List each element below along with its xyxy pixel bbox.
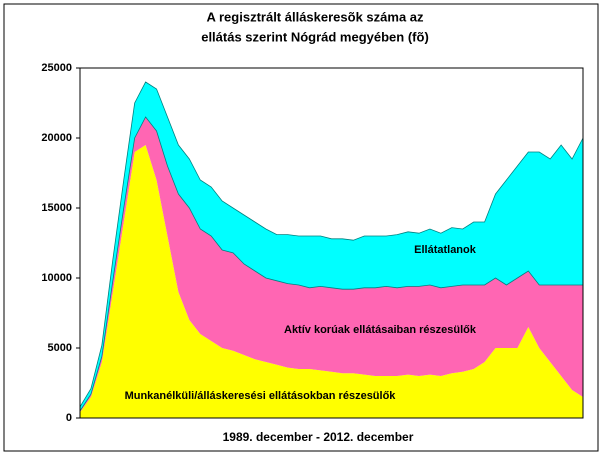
area [80, 117, 583, 413]
chart-title: A regisztrált álláskeresõk száma az [206, 9, 424, 24]
y-tick-label: 10000 [41, 272, 72, 284]
series-label: Ellátatlanok [414, 244, 477, 256]
plot-frame [79, 67, 584, 419]
series-label: Aktív korúak ellátásaiban részesülők [284, 324, 477, 336]
x-axis-label: 1989. december - 2012. december [223, 430, 414, 444]
y-tick-label: 20000 [41, 132, 72, 144]
y-tick-label: 0 [66, 412, 72, 424]
chart-title: ellátás szerint Nógrád megyében (fõ) [201, 29, 429, 44]
y-tick-label: 15000 [41, 202, 72, 214]
series-label: Munkanélküli/álláskeresési ellátásokban … [125, 390, 397, 402]
area [80, 145, 583, 418]
y-tick-label: 5000 [48, 342, 72, 354]
y-tick-label: 25000 [41, 62, 72, 74]
